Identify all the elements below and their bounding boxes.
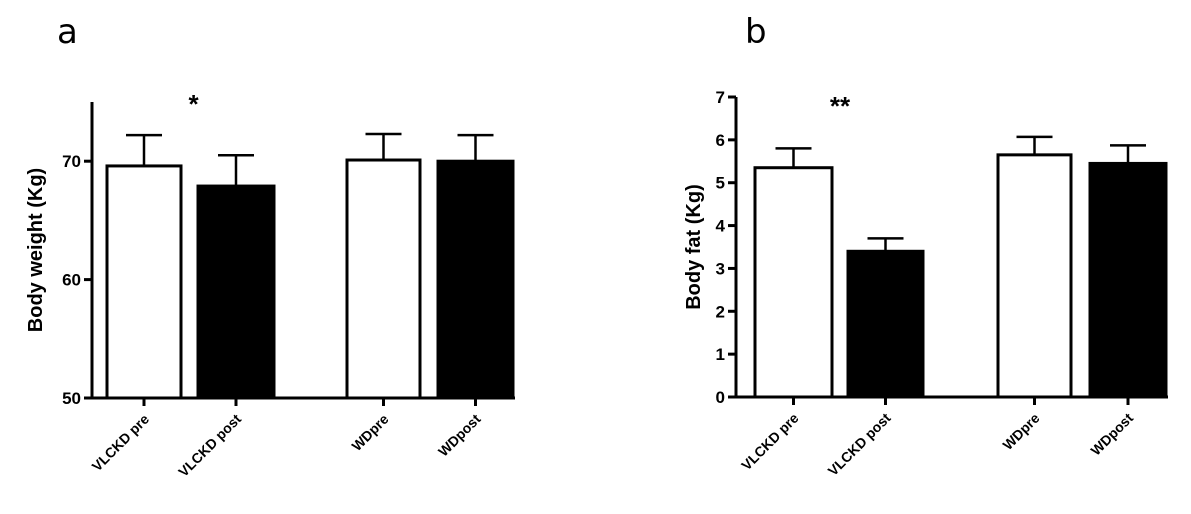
y-tick-label: 1 — [716, 345, 725, 364]
x-tick-label: WDpre — [348, 411, 391, 454]
x-tick-label: VLCKD post — [825, 410, 894, 479]
y-tick-label: 50 — [62, 389, 81, 408]
x-tick-label: WDpost — [1087, 410, 1136, 459]
bar — [436, 159, 515, 400]
panel-b-letter: b — [745, 12, 767, 52]
bar — [196, 184, 276, 400]
significance-marker: ** — [830, 91, 851, 121]
y-tick-label: 4 — [716, 217, 726, 236]
panel-a-letter: a — [57, 12, 78, 52]
bar — [1088, 161, 1168, 399]
x-tick-label: WDpost — [435, 411, 484, 460]
bar — [846, 249, 925, 399]
x-tick-label: VLCKD post — [175, 411, 244, 480]
panel-b-chart: 0 1 2 3 4 5 6 7 VLCKD pre VLCKD post WDpre WDpost Bo… — [683, 88, 1168, 479]
x-tick-label: VLCKD pre — [89, 411, 153, 475]
y-tick-label: 60 — [62, 271, 81, 290]
y-axis-label: Body fat (Kg) — [683, 184, 705, 310]
panel-a-chart: 50 60 70 VLCKD pre VLCKD post WDpre WDpost Body… — [25, 89, 515, 480]
bar — [996, 153, 1073, 399]
x-tick-label: WDpre — [999, 410, 1042, 453]
y-tick-label: 6 — [716, 131, 725, 150]
y-tick-label: 7 — [716, 88, 725, 107]
y-axis-label: Body weight (Kg) — [25, 168, 47, 332]
x-tick-label: VLCKD pre — [738, 410, 802, 474]
y-tick-label: 0 — [716, 388, 725, 407]
y-tick-label: 70 — [62, 152, 81, 171]
y-tick-label: 5 — [716, 174, 725, 193]
bar — [345, 158, 422, 400]
bar — [753, 166, 834, 399]
bar — [105, 164, 183, 400]
y-tick-label: 2 — [716, 302, 725, 321]
y-tick-label: 3 — [716, 259, 725, 278]
significance-marker: * — [188, 89, 199, 119]
